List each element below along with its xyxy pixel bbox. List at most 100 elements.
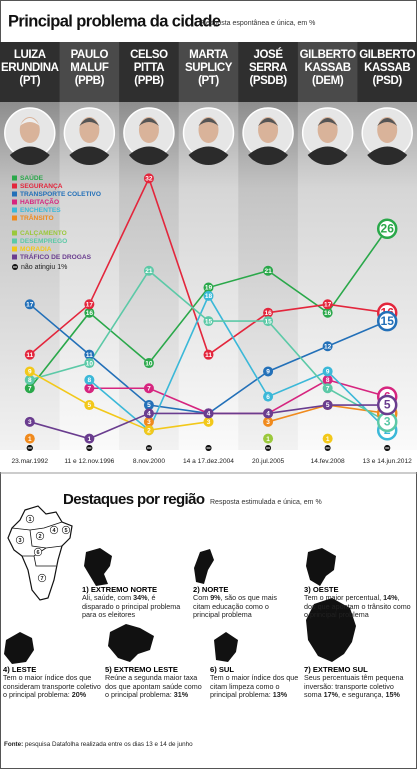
- region-shape: [4, 632, 34, 664]
- region-highlight: 17%: [323, 690, 338, 700]
- data-label: 4: [147, 411, 151, 418]
- region-title: 2) NORTE: [193, 585, 229, 594]
- legend-label: CALÇAMENTO: [20, 230, 67, 237]
- candidate-name: PAULO: [71, 49, 109, 61]
- point: [24, 299, 35, 310]
- candidate-name: KASSAB: [364, 62, 410, 74]
- name-band: [357, 42, 417, 102]
- data-label: 11: [86, 352, 93, 359]
- point: [263, 307, 274, 318]
- map-label: 7: [40, 576, 43, 582]
- name-band: [0, 42, 61, 102]
- point: [24, 374, 35, 385]
- candidate-name: MARTA: [189, 49, 228, 61]
- region-text-part: Tem o maior índice dos que consideram tr…: [3, 673, 101, 700]
- photo-face: [19, 117, 40, 143]
- map-label: 4: [52, 528, 56, 534]
- legend-label: DESEMPREGO: [20, 238, 67, 245]
- region-title: 6) SUL: [210, 665, 235, 674]
- point: [143, 408, 154, 419]
- region-shape: [108, 624, 154, 662]
- data-label: 9: [28, 369, 32, 376]
- name-band: [297, 42, 358, 102]
- legend-label: ENCHENTES: [20, 207, 61, 214]
- photo-suit: [69, 146, 110, 165]
- point: [143, 265, 154, 276]
- data-label: 12: [324, 343, 332, 350]
- region-text: Tem o maior percentual, 14%, dos que apo…: [304, 594, 412, 619]
- region-text-part: Ali, saúde, com: [82, 593, 134, 603]
- point: [263, 316, 274, 327]
- data-label: 17: [324, 302, 332, 309]
- series-line: [88, 294, 388, 432]
- point: [322, 341, 333, 352]
- legend-swatch: [12, 191, 17, 197]
- region-text-part: , são os que mais citam educação como o …: [193, 593, 277, 620]
- source: Fonte: pesquisa Datafolha realizada entr…: [4, 741, 193, 748]
- candidate-photo: [182, 107, 235, 165]
- source-text: pesquisa Datafolha realizada entre os di…: [23, 741, 193, 748]
- candidate-photo: [123, 107, 175, 165]
- legend-label: TRÁFICO DE DROGAS: [20, 252, 92, 261]
- data-label: 10: [145, 360, 153, 367]
- data-label: 1: [88, 436, 92, 443]
- name-band: [59, 42, 120, 102]
- point: [322, 433, 333, 444]
- region-highlight: 13%: [272, 690, 288, 700]
- legend-swatch: [12, 246, 17, 252]
- region-note: 4) LESTE Tem o maior índice dos que consi…: [3, 665, 101, 700]
- point: [24, 433, 35, 444]
- point: [263, 416, 274, 427]
- photo-hair: [317, 118, 338, 126]
- data-label: 8: [88, 377, 92, 384]
- region-note: 3) OESTE Tem o maior percentual, 14%, dos…: [304, 585, 412, 620]
- point: [263, 265, 274, 276]
- region-highlight: 34%: [133, 593, 148, 603]
- photo-hair: [198, 118, 219, 126]
- point: [376, 218, 398, 240]
- data-label: 7: [88, 385, 92, 392]
- point: [84, 433, 95, 444]
- region-text-part: , é disparado o principal problema para …: [82, 593, 181, 620]
- point: [376, 394, 398, 416]
- point: [143, 173, 154, 184]
- legend-swatch: [12, 230, 17, 236]
- point: [143, 416, 154, 427]
- point: [84, 307, 95, 318]
- region-shape: [306, 548, 336, 586]
- candidate-party: (PSDB): [249, 75, 287, 87]
- data-label: 18: [205, 293, 213, 300]
- map-label: 3: [18, 538, 21, 544]
- candidate-name: LUIZA: [14, 49, 46, 61]
- candidate-photo: [242, 107, 294, 165]
- photo-face: [138, 117, 159, 143]
- region-title: 7) EXTREMO SUL: [304, 665, 368, 674]
- x-tick-label: 11 e 12.nov.1996: [64, 458, 114, 465]
- legend-label: MORADIA: [20, 246, 52, 253]
- candidate-name: SUPLICY: [185, 62, 233, 74]
- point: [203, 349, 214, 360]
- candidate-party: (PSD): [373, 75, 403, 87]
- candidate-name: CELSO: [130, 49, 168, 61]
- region-note: 6) SUL Tem o maior índice dos que citam l…: [210, 665, 300, 700]
- map-label-bg: [37, 573, 47, 583]
- point: [263, 433, 274, 444]
- point: [24, 366, 35, 377]
- data-label: 5: [147, 402, 151, 409]
- data-label: 9: [326, 369, 330, 376]
- data-label: 3: [207, 419, 211, 426]
- x-tick-label: 20.jul.2005: [252, 458, 285, 465]
- data-label: 16: [86, 310, 94, 317]
- candidate-photo: [301, 107, 354, 165]
- region-text-part: Seus percentuais têm pequena inversão: t…: [304, 673, 404, 700]
- name-band: [178, 42, 239, 102]
- section-subtitle: Resposta estimulada e única, em %: [210, 499, 322, 506]
- data-label: 17: [26, 302, 34, 309]
- region-highlight: 20%: [71, 690, 87, 700]
- candidate-name: ERUNDINA: [1, 62, 59, 74]
- photo-hair: [79, 118, 100, 126]
- legend-swatch: [12, 254, 17, 260]
- point: [84, 383, 95, 394]
- map-borders: [11, 521, 63, 567]
